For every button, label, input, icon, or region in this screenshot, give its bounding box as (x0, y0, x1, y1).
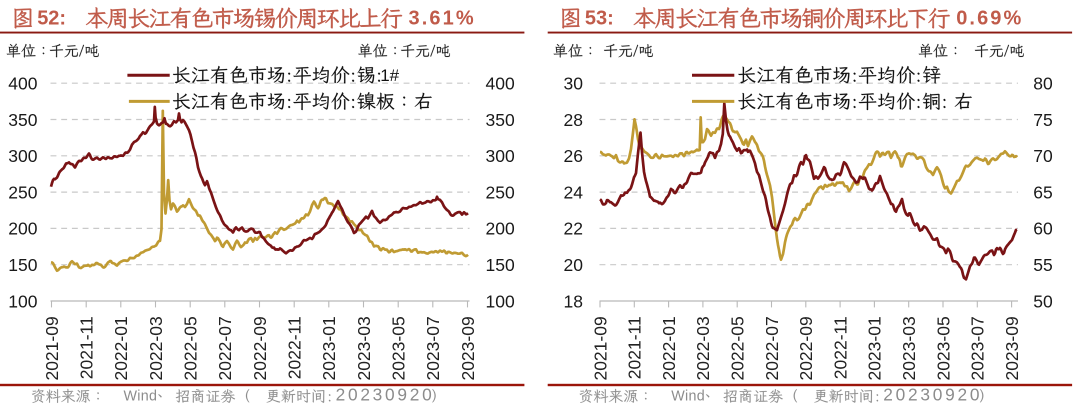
svg-text:Wind: Wind (671, 389, 705, 405)
svg-text:2023-03: 2023-03 (354, 316, 374, 380)
svg-text:28: 28 (564, 110, 583, 130)
svg-text:2021-09: 2021-09 (42, 316, 62, 380)
svg-text:2022-01: 2022-01 (111, 316, 131, 380)
svg-text:2022-11: 2022-11 (830, 316, 850, 379)
svg-text:250: 250 (8, 182, 37, 202)
svg-text:55: 55 (1033, 255, 1052, 275)
svg-text:200: 200 (486, 219, 515, 239)
svg-text:400: 400 (486, 74, 515, 94)
svg-text:52:: 52: (37, 8, 66, 30)
svg-text:2023-07: 2023-07 (423, 316, 443, 380)
svg-text:2021-09: 2021-09 (590, 316, 610, 380)
svg-text:150: 150 (486, 255, 515, 275)
svg-text:2022-03: 2022-03 (693, 316, 713, 380)
svg-text:350: 350 (8, 110, 37, 130)
svg-text:2023-05: 2023-05 (389, 316, 409, 380)
svg-text:2022-09: 2022-09 (250, 316, 270, 380)
svg-text:2023-01: 2023-01 (319, 316, 339, 380)
svg-text:2022-07: 2022-07 (215, 316, 235, 380)
svg-text:3.61%: 3.61% (409, 8, 476, 30)
svg-text:2022-05: 2022-05 (728, 316, 748, 380)
svg-text:60: 60 (1033, 219, 1053, 239)
svg-text:18: 18 (564, 291, 583, 311)
svg-text:2022-09: 2022-09 (796, 316, 816, 380)
svg-text:1#: 1# (380, 66, 399, 85)
svg-text:Wind: Wind (124, 389, 158, 405)
svg-text:300: 300 (486, 146, 515, 166)
svg-text:20230920: 20230920 (883, 384, 982, 404)
svg-text:2022-05: 2022-05 (181, 316, 201, 380)
svg-text:100: 100 (8, 291, 37, 311)
svg-text:50: 50 (1033, 291, 1053, 311)
svg-text:80: 80 (1033, 74, 1053, 94)
svg-text:2021-11: 2021-11 (77, 316, 97, 379)
svg-text:350: 350 (486, 110, 515, 130)
svg-text:22: 22 (564, 219, 583, 239)
svg-text:2023-03: 2023-03 (899, 316, 919, 380)
svg-text:2023-09: 2023-09 (458, 316, 478, 380)
svg-text:2023-01: 2023-01 (865, 316, 885, 380)
svg-text:2022-01: 2022-01 (659, 316, 679, 380)
svg-text:26: 26 (564, 146, 583, 166)
svg-text:70: 70 (1033, 146, 1053, 166)
svg-text:24: 24 (564, 182, 584, 202)
svg-text:400: 400 (8, 74, 37, 94)
svg-text:0.69%: 0.69% (956, 8, 1023, 30)
svg-text:2022-07: 2022-07 (762, 316, 782, 380)
svg-text:2023-07: 2023-07 (968, 316, 988, 380)
svg-text:20: 20 (564, 255, 584, 275)
svg-text:2023-09: 2023-09 (1002, 316, 1022, 380)
svg-text:2021-11: 2021-11 (625, 316, 645, 379)
svg-text:75: 75 (1033, 110, 1052, 130)
svg-text:20230920: 20230920 (336, 384, 435, 404)
svg-text:2023-05: 2023-05 (933, 316, 953, 380)
svg-text:53:: 53: (585, 8, 614, 30)
svg-text:100: 100 (486, 291, 515, 311)
svg-text:200: 200 (8, 219, 37, 239)
svg-text:30: 30 (564, 74, 584, 94)
svg-text:300: 300 (8, 146, 37, 166)
svg-text:2022-03: 2022-03 (146, 316, 166, 380)
svg-text:2022-11: 2022-11 (285, 316, 305, 379)
svg-text:65: 65 (1033, 182, 1052, 202)
svg-text:250: 250 (486, 182, 515, 202)
svg-text:150: 150 (8, 255, 37, 275)
